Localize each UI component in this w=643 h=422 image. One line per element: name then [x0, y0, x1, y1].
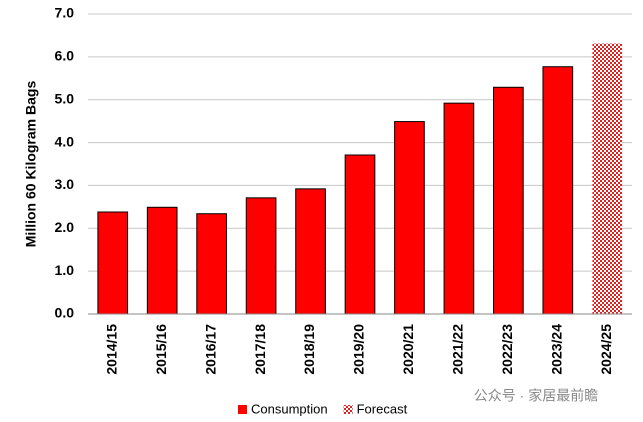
y-tick-label: 6.0: [55, 48, 75, 64]
y-axis-label: Million 60 Kilogram Bags: [23, 81, 39, 248]
bar: [344, 154, 376, 315]
x-tick-label: 2024/25: [598, 324, 614, 375]
bar: [146, 206, 178, 315]
bar: [493, 86, 524, 315]
y-tick-label: 0.0: [55, 305, 75, 321]
bar: [97, 211, 129, 315]
bar: [245, 197, 277, 315]
x-tick-label: 2022/23: [499, 324, 515, 375]
x-tick-label: 2020/21: [400, 324, 416, 375]
bar: [394, 121, 425, 315]
x-tick-label: 2023/24: [549, 324, 565, 375]
bar: [592, 43, 623, 314]
y-tick-label: 2.0: [55, 219, 75, 235]
y-tick-label: 4.0: [55, 133, 75, 149]
x-tick-label: 2021/22: [450, 324, 466, 375]
bar: [542, 66, 574, 315]
legend-swatch: [238, 405, 247, 414]
y-tick-label: 7.0: [55, 5, 75, 21]
bar: [443, 102, 475, 315]
x-tick-label: 2018/19: [301, 324, 317, 375]
x-tick-label: 2014/15: [103, 324, 119, 375]
x-tick-label: 2017/18: [252, 324, 268, 375]
bar: [295, 188, 326, 315]
watermark: 公众号 · 家居最前瞻: [474, 388, 598, 404]
legend-label: Consumption: [251, 401, 328, 416]
y-tick-label: 3.0: [55, 176, 75, 192]
legend-label: Forecast: [357, 401, 408, 416]
x-tick-label: 2016/17: [202, 324, 218, 375]
x-tick-label: 2019/20: [351, 324, 367, 375]
bar: [196, 213, 227, 315]
y-tick-label: 5.0: [55, 90, 75, 106]
x-tick-label: 2015/16: [153, 324, 169, 375]
legend-swatch: [343, 405, 353, 414]
y-tick-label: 1.0: [55, 262, 75, 278]
